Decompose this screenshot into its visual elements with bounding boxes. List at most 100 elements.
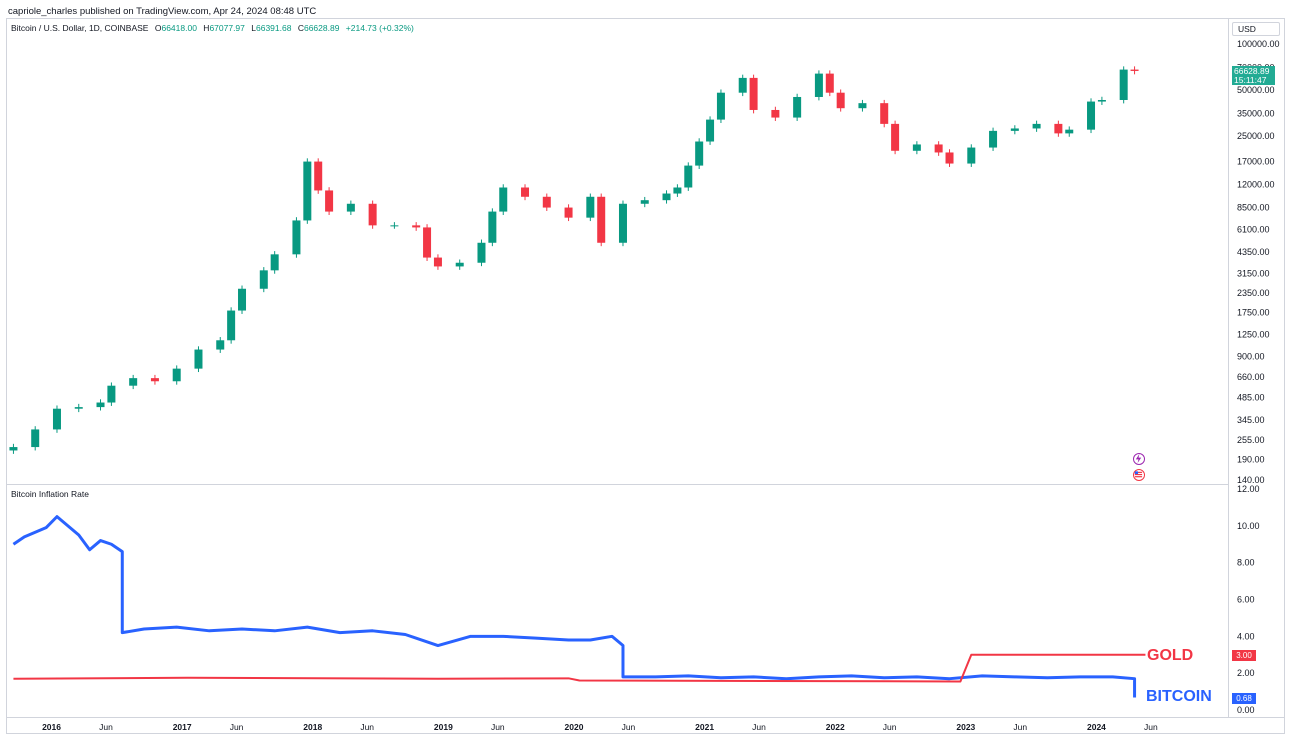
candle-body bbox=[684, 165, 693, 188]
indicator-legend[interactable]: Bitcoin Inflation Rate bbox=[11, 489, 89, 499]
price-tick-label: 3150.00 bbox=[1237, 268, 1270, 278]
candle-body bbox=[52, 408, 61, 430]
time-tick-year: 2023 bbox=[956, 722, 975, 732]
candle-body bbox=[989, 130, 998, 148]
time-tick-year: 2016 bbox=[42, 722, 61, 732]
low-value: 66391.68 bbox=[256, 23, 292, 33]
candle-body bbox=[934, 144, 943, 153]
pane-separator[interactable] bbox=[6, 484, 1228, 485]
change-value: +214.73 (+0.32%) bbox=[345, 23, 414, 33]
gold-inflation-line bbox=[13, 653, 1146, 683]
candle-body bbox=[673, 187, 682, 194]
indicator-tick-label: 0.00 bbox=[1237, 705, 1255, 715]
price-tick-label: 35000.00 bbox=[1237, 109, 1275, 119]
candle-body bbox=[346, 203, 355, 212]
price-tick-label: 17000.00 bbox=[1237, 157, 1275, 167]
candle-body bbox=[107, 385, 116, 403]
time-tick-month: Jun bbox=[230, 722, 244, 732]
price-tick-label: 50000.00 bbox=[1237, 85, 1275, 95]
currency-selector[interactable]: USD bbox=[1232, 22, 1280, 36]
candle-body bbox=[1032, 123, 1041, 129]
us-flag-icon[interactable] bbox=[1133, 469, 1145, 481]
candle-body bbox=[825, 73, 834, 93]
price-tick-label: 190.00 bbox=[1237, 455, 1265, 465]
candle-body bbox=[1119, 69, 1128, 100]
candle-body bbox=[640, 200, 649, 204]
high-label: H bbox=[203, 23, 210, 33]
high-value: 67077.97 bbox=[209, 23, 245, 33]
last-price-tag: 66628.89 15:11:47 bbox=[1232, 66, 1275, 85]
candle-body bbox=[31, 429, 40, 448]
time-tick-month: Jun bbox=[1013, 722, 1027, 732]
symbol-label: Bitcoin / U.S. Dollar, 1D, COINBASE bbox=[11, 23, 149, 33]
price-tick-label: 1250.00 bbox=[1237, 330, 1270, 340]
candle-body bbox=[793, 96, 802, 118]
candle-body bbox=[74, 407, 83, 409]
candle-body bbox=[129, 378, 138, 386]
time-tick-year: 2024 bbox=[1087, 722, 1106, 732]
candle-body bbox=[150, 378, 159, 382]
price-tick-label: 900.00 bbox=[1237, 352, 1265, 362]
candle-body bbox=[227, 310, 236, 341]
candle-body bbox=[96, 402, 105, 408]
time-tick-month: Jun bbox=[360, 722, 374, 732]
time-tick-month: Jun bbox=[752, 722, 766, 732]
candle-body bbox=[618, 203, 627, 243]
candle-body bbox=[455, 262, 464, 267]
time-tick-year: 2022 bbox=[826, 722, 845, 732]
candle-body bbox=[836, 92, 845, 109]
candle-body bbox=[292, 220, 301, 255]
price-tick-label: 345.00 bbox=[1237, 415, 1265, 425]
candle-body bbox=[216, 340, 225, 350]
last-price-value: 66628.89 bbox=[1234, 66, 1270, 76]
candle-body bbox=[706, 119, 715, 142]
indicator-tick-label: 2.00 bbox=[1237, 668, 1255, 678]
open-label: O bbox=[154, 23, 162, 33]
candle-body bbox=[1010, 128, 1019, 131]
published-note: capriole_charles published on TradingVie… bbox=[8, 6, 317, 17]
indicator-tick-label: 12.00 bbox=[1237, 484, 1260, 494]
price-scale-separator bbox=[1228, 18, 1229, 718]
candle-body bbox=[564, 207, 573, 218]
time-tick-year: 2019 bbox=[434, 722, 453, 732]
main-series-legend[interactable]: Bitcoin / U.S. Dollar, 1D, COINBASE O664… bbox=[11, 23, 414, 33]
candle-body bbox=[521, 187, 530, 197]
price-tick-label: 660.00 bbox=[1237, 372, 1265, 382]
bitcoin-value-tag: 0.68 bbox=[1232, 693, 1256, 704]
candle-body bbox=[967, 147, 976, 164]
candle-body bbox=[303, 161, 312, 221]
price-tick-label: 12000.00 bbox=[1237, 180, 1275, 190]
open-value: 66418.00 bbox=[161, 23, 197, 33]
lightning-icon[interactable] bbox=[1133, 453, 1145, 465]
indicator-scale[interactable]: 12.00 10.00 8.00 6.00 4.00 2.00 0.00 bbox=[1237, 484, 1260, 715]
candle-body bbox=[858, 103, 867, 109]
candle-body bbox=[238, 288, 247, 311]
candle-body bbox=[771, 109, 780, 118]
price-tick-label: 2350.00 bbox=[1237, 288, 1270, 298]
candle-body bbox=[9, 447, 18, 451]
time-scale[interactable]: 2016 Jun 2017 Jun 2018 Jun 2019 Jun 2020 Jun 2021 J… bbox=[42, 722, 1158, 732]
price-tick-label: 140.00 bbox=[1237, 475, 1265, 485]
candle-body bbox=[880, 103, 889, 124]
indicator-tick-label: 4.00 bbox=[1237, 631, 1255, 641]
indicator-tick-label: 6.00 bbox=[1237, 595, 1255, 605]
candle-body bbox=[1065, 129, 1074, 134]
chart-frame bbox=[6, 18, 1285, 734]
close-value: 66628.89 bbox=[303, 23, 340, 33]
bar-countdown: 15:11:47 bbox=[1234, 75, 1267, 85]
candle-body bbox=[716, 92, 725, 120]
candle-body bbox=[270, 254, 279, 271]
indicator-tick-label: 10.00 bbox=[1237, 521, 1260, 531]
time-tick-year: 2020 bbox=[565, 722, 584, 732]
price-scale[interactable]: 100000.0070000.0050000.0035000.0025000.0… bbox=[1237, 39, 1280, 485]
candle-body bbox=[325, 190, 334, 212]
time-scale-separator bbox=[6, 717, 1285, 718]
time-tick-month: Jun bbox=[99, 722, 113, 732]
time-tick-month: Jun bbox=[1144, 722, 1158, 732]
time-tick-year: 2017 bbox=[173, 722, 192, 732]
candle-body bbox=[749, 77, 758, 110]
candle-body bbox=[1097, 99, 1106, 102]
price-tick-label: 8500.00 bbox=[1237, 203, 1270, 213]
candle-body bbox=[542, 196, 551, 208]
